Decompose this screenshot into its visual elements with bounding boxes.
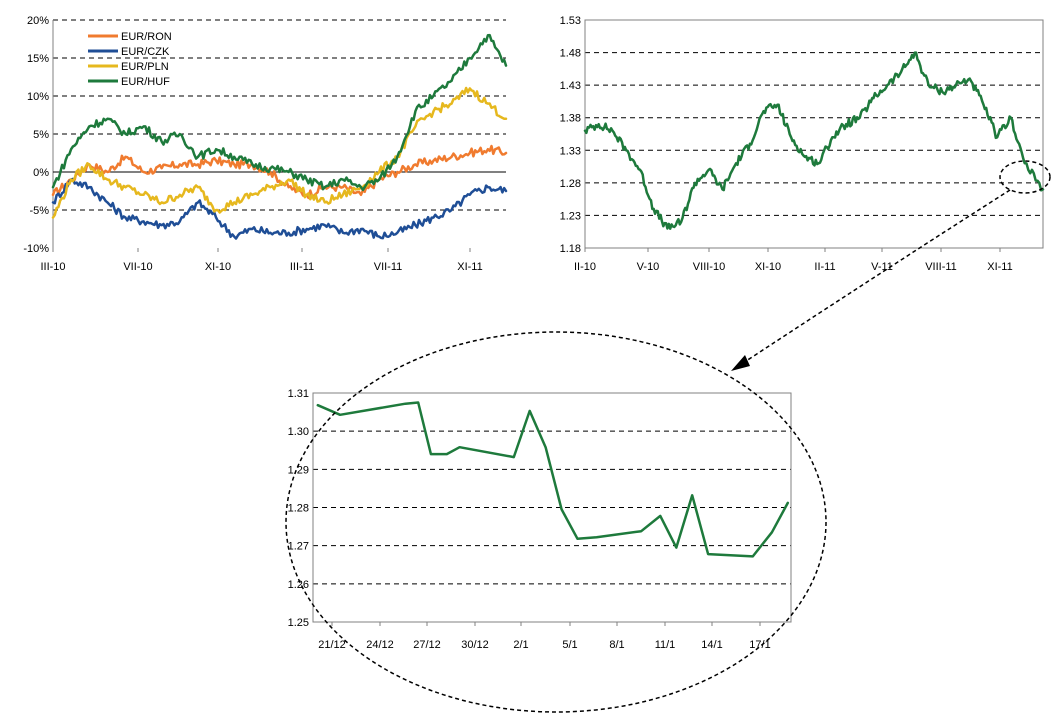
x-tick-label: 5/1 [562,639,577,651]
x-tick-label: II-10 [574,261,596,273]
large-zoom-ellipse [285,331,827,713]
x-tick-label: 27/12 [413,639,441,651]
x-tick-label: 8/1 [609,639,624,651]
legend-label: EUR/RON [121,31,172,43]
y-tick-label: 1.26 [288,579,309,591]
legend-label: EUR/HUF [121,76,170,88]
x-tick-label: VII-10 [123,261,152,273]
y-tick-label: 5% [33,129,49,141]
y-tick-label: 1.23 [560,210,581,222]
x-tick-label: 17/1 [749,639,770,651]
y-tick-label: 1.25 [288,617,309,629]
y-tick-label: 1.38 [560,113,581,125]
y-tick-label: 1.43 [560,80,581,92]
chart-eur-usd-zoom: 1.31 1.30 1.29 1.28 1.27 1.26 1.25 21/12 24/12 27… [288,388,792,651]
x-tick-label: 14/1 [701,639,722,651]
x-tick-label: 30/12 [461,639,489,651]
legend-label: EUR/CZK [121,46,170,58]
chart-eur-usd: 1.53 1.48 1.43 1.38 1.33 1.28 1.23 1.18 II-10 V-1… [560,15,1045,273]
legend-label: EUR/PLN [121,61,169,73]
x-tick-label: 24/12 [366,639,394,651]
y-tick-label: 1.28 [288,503,309,515]
y-tick-label: -5% [29,205,49,217]
x-tick-label: 11/1 [655,639,676,651]
chart-fx-index-percent: 20% 15% 10% 5% 0% -5% -10% III-10 VII-10 XI-10 III… [23,15,508,273]
series-line-eur-huf [51,33,508,192]
x-tick-label: XI-11 [457,261,482,273]
x-tick-label: XI-11 [987,261,1012,273]
plot-frame [584,19,1044,249]
y-tick-label: 1.29 [288,464,309,476]
x-tick-label: XI-10 [205,261,231,273]
y-tick-label: 1.30 [288,426,309,438]
y-tick-label: -10% [23,243,49,255]
series-line-eur-ron [51,144,508,200]
x-tick-label: III-11 [290,261,314,273]
legend: EUR/RON EUR/CZK EUR/PLN EUR/HUF [88,31,172,88]
x-tick-label: V-11 [871,261,893,273]
y-tick-label: 15% [27,53,49,65]
x-tick-label: VII-11 [374,261,403,273]
x-tick-label: 21/12 [318,639,346,651]
y-tick-label: 1.53 [560,15,581,27]
series-line-eur-usd [583,51,1045,230]
zoom-arrow-line [739,189,1011,366]
y-tick-label: 10% [27,91,49,103]
x-tick-label: XI-10 [755,261,781,273]
y-tick-label: 20% [27,15,49,27]
y-tick-label: 1.18 [560,243,581,255]
y-tick-label: 1.33 [560,145,581,157]
zoom-callout [285,160,1051,713]
x-tick-label: III-10 [40,261,65,273]
x-tick-label: II-11 [814,261,835,273]
y-tick-label: 1.27 [288,541,309,553]
plot-frame [312,392,792,623]
x-tick-label: V-10 [637,261,660,273]
small-highlight-ellipse [999,160,1051,194]
y-tick-label: 1.31 [288,388,309,400]
y-tick-label: 1.28 [560,178,581,190]
x-tick-label: 2/1 [513,639,528,651]
x-tick-label: VIII-11 [925,261,957,273]
series-line-eur-usd [316,401,790,558]
y-tick-label: 0% [33,167,49,179]
y-tick-label: 1.48 [560,48,581,60]
zoom-arrow-head [731,355,750,371]
series-line-eur-pln [51,86,508,219]
series-line-eur-czk [51,177,508,240]
x-tick-label: VIII-10 [693,261,725,273]
